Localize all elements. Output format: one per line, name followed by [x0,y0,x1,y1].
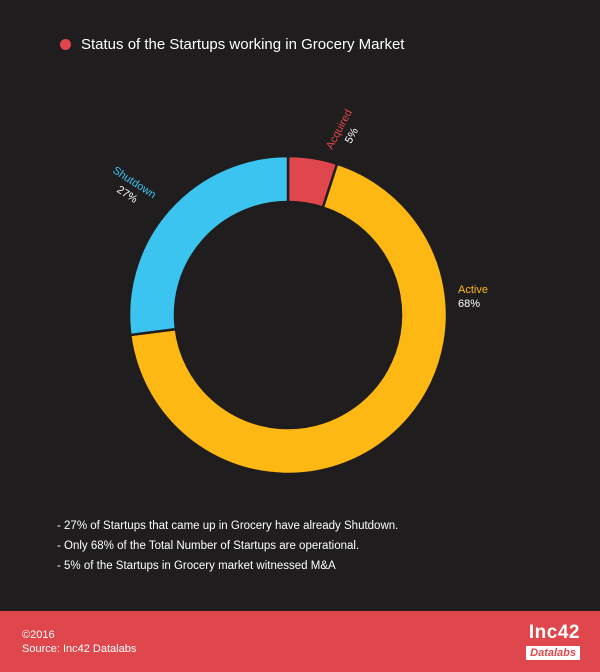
copyright: ©2016 [22,629,55,641]
logo-subtitle: Datalabs [526,646,580,660]
source: Source: Inc42 Datalabs [22,643,137,655]
slice-value-label: 68% [458,298,480,310]
footer: ©2016 Source: Inc42 Datalabs Inc42 Datal… [0,611,600,672]
note-item: - 5% of the Startups in Grocery market w… [57,560,336,572]
footer-text: ©2016 Source: Inc42 Datalabs [22,628,136,656]
chart-notes: - 27% of Startups that came up in Grocer… [57,516,398,576]
donut-slice-active [128,162,449,476]
chart-title: Status of the Startups working in Grocer… [60,36,404,53]
note-item: - 27% of Startups that came up in Grocer… [57,520,399,532]
donut-slice-shutdown [127,154,290,337]
logo-wordmark: Inc42 [528,622,580,643]
slice-name-label: Active [458,284,488,296]
slice-label-group: Active 68% [458,284,488,310]
inc42-logo: Inc42 Datalabs [526,623,580,661]
note-item: - Only 68% of the Total Number of Startu… [57,540,360,552]
chart-title-text: Status of the Startups working in Grocer… [81,36,405,53]
title-bullet-icon [60,39,71,50]
